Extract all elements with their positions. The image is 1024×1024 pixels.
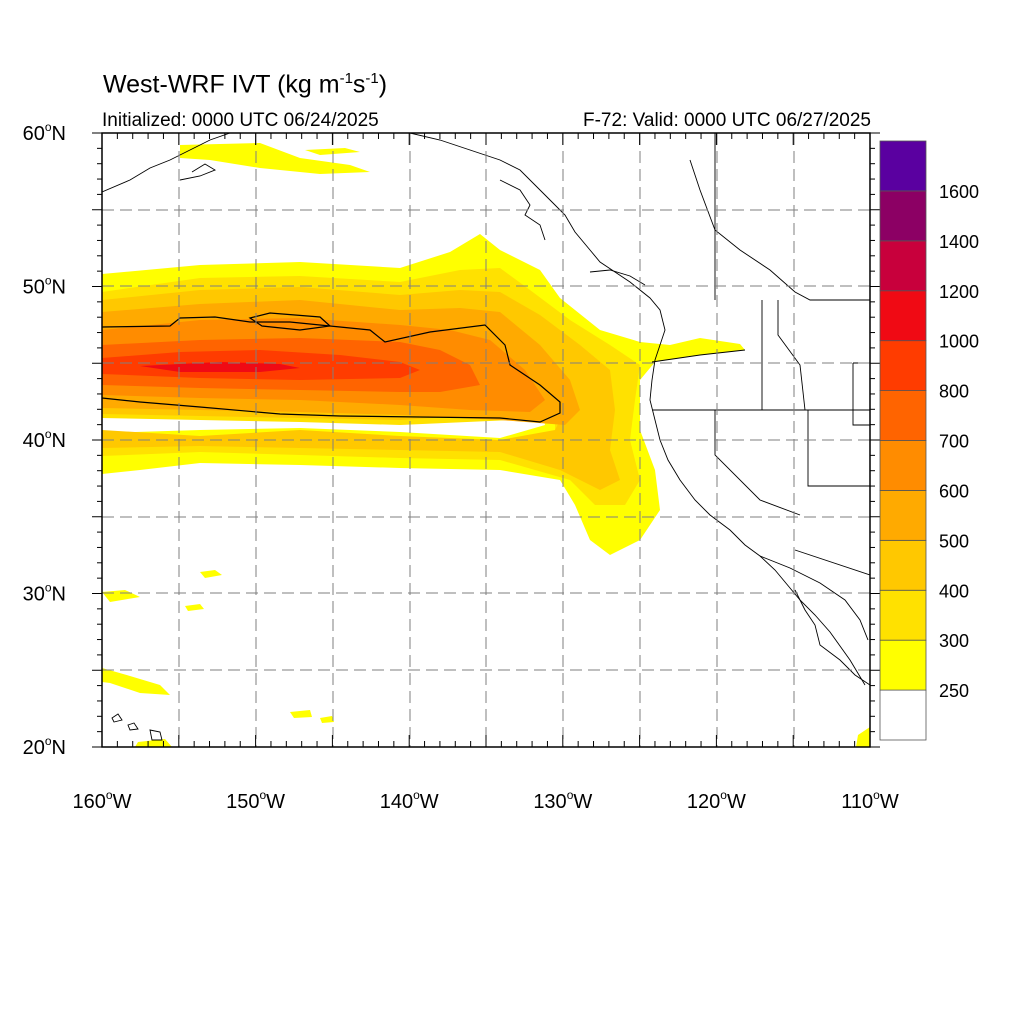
lat-tick-label: 30oN bbox=[23, 581, 66, 606]
colorbar-swatch bbox=[879, 589, 927, 641]
colorbar-label: 1400 bbox=[939, 232, 979, 252]
colorbar-swatch bbox=[879, 340, 927, 391]
colorbar-label: 400 bbox=[939, 581, 969, 601]
lat-tick-label: 20oN bbox=[23, 734, 66, 759]
colorbar-label: 800 bbox=[939, 382, 969, 402]
colorbar-swatch bbox=[879, 639, 927, 691]
colorbar-swatch bbox=[879, 390, 927, 441]
colorbar-label: 300 bbox=[939, 631, 969, 651]
lon-tick-label: 130oW bbox=[533, 788, 592, 813]
lon-tick-label: 110oW bbox=[841, 788, 899, 813]
ivt-contours bbox=[102, 312, 561, 423]
colorbar-label: 500 bbox=[939, 531, 969, 551]
lat-tick-label: 60oN bbox=[23, 120, 66, 145]
lat-tick-label: 50oN bbox=[23, 274, 66, 299]
colorbar-label: 250 bbox=[939, 681, 969, 701]
colorbar-label: 700 bbox=[939, 432, 969, 452]
ivt-shading bbox=[102, 143, 870, 747]
colorbar-swatch bbox=[879, 190, 927, 242]
lon-tick-label: 160oW bbox=[73, 788, 132, 813]
valid-time-label: F-72: Valid: 0000 UTC 06/27/2025 bbox=[583, 110, 871, 131]
ivt-colorbar: 250 300 400 500 600 700 800 1000 1200 1400 1600 bbox=[879, 140, 979, 741]
initialized-label: Initialized: 0000 UTC 06/24/2025 bbox=[102, 110, 379, 131]
lat-tick-label: 40oN bbox=[23, 427, 66, 452]
colorbar-label: 1200 bbox=[939, 282, 979, 302]
ivt-field bbox=[102, 133, 870, 747]
colorbar-swatch bbox=[879, 240, 927, 292]
axis-ticks bbox=[92, 132, 880, 748]
colorbar-swatch bbox=[879, 689, 927, 741]
colorbar-swatch bbox=[879, 539, 927, 591]
map-title: West-WRF IVT (kg m-1s-1) bbox=[103, 70, 388, 99]
lon-tick-label: 140oW bbox=[380, 788, 439, 813]
state-borders bbox=[651, 133, 870, 576]
colorbar-swatch bbox=[879, 490, 927, 541]
colorbar-label: 600 bbox=[939, 481, 969, 501]
lon-tick-label: 120oW bbox=[687, 788, 746, 813]
colorbar-swatch bbox=[879, 290, 927, 342]
coastlines bbox=[102, 133, 870, 741]
colorbar-label: 1000 bbox=[939, 332, 979, 352]
colorbar-label: 1600 bbox=[939, 182, 979, 202]
axis-tick-labels: 160oW 150oW 140oW 130oW 120oW 110oW 60oN 50oN 40… bbox=[23, 120, 899, 813]
colorbar-swatch bbox=[879, 140, 927, 192]
lon-tick-label: 150oW bbox=[226, 788, 285, 813]
map-grid bbox=[102, 133, 870, 747]
colorbar-swatch bbox=[879, 440, 927, 491]
